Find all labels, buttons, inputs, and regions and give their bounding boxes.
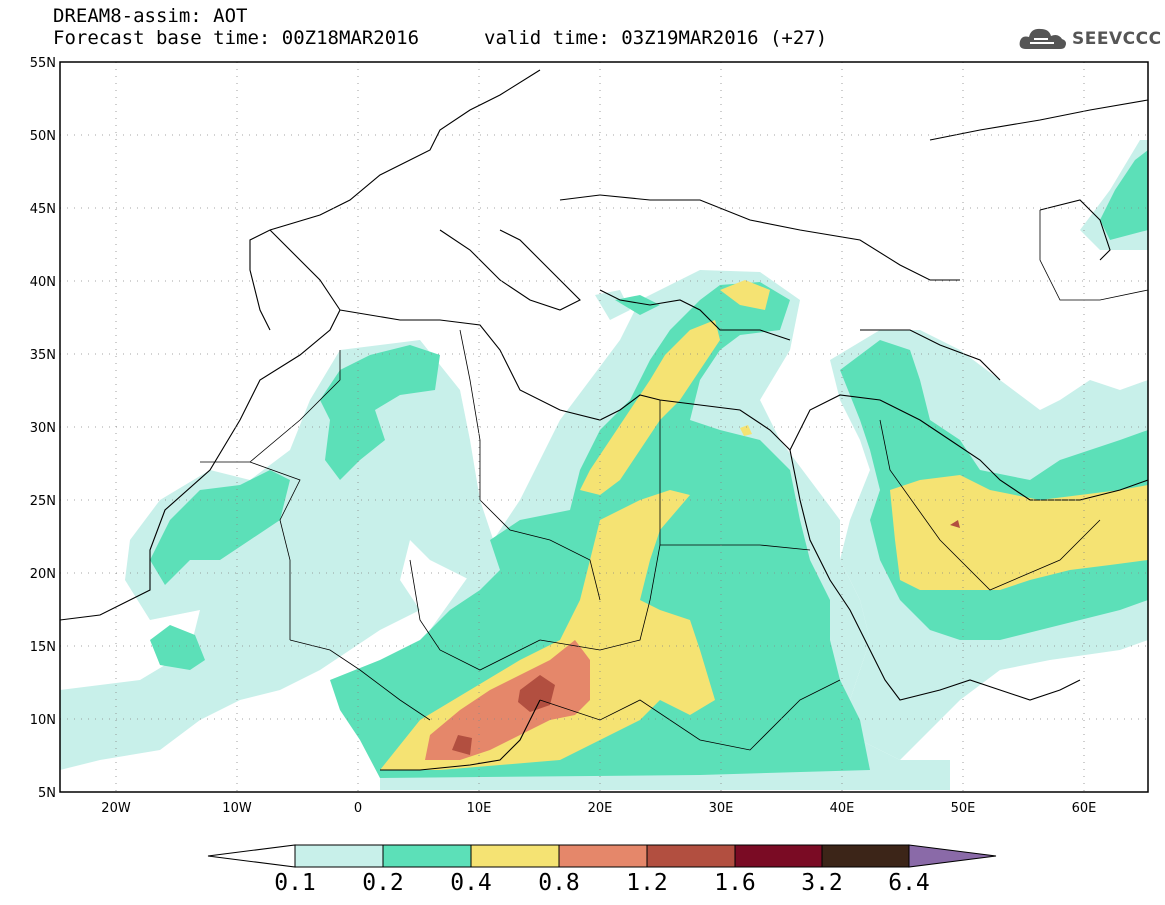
seevccc-logo: SEEVCCC <box>1018 24 1162 54</box>
colorbar-overflow <box>908 844 997 868</box>
colorbar-segment <box>470 844 560 868</box>
lon-label: 10W <box>222 801 252 816</box>
map-frame <box>59 61 1149 793</box>
lat-label: 45N <box>30 202 56 217</box>
colorbar-label: 6.4 <box>888 870 930 896</box>
coastlines <box>60 69 1148 771</box>
colorbar-label: 1.6 <box>714 870 756 896</box>
logo-text: SEEVCCC <box>1072 29 1162 49</box>
lat-label: 5N <box>38 786 56 801</box>
colorbar-label: 0.2 <box>362 870 404 896</box>
colorbar-label: 0.8 <box>538 870 580 896</box>
colorbar-label: 3.2 <box>801 870 843 896</box>
colorbar-segment <box>558 844 648 868</box>
colorbar-label: 0.4 <box>450 870 492 896</box>
lon-label: 20W <box>101 801 131 816</box>
lon-label: 50E <box>951 801 976 816</box>
forecast-base-time: Forecast base time: 00Z18MAR2016 <box>53 27 420 49</box>
lat-label: 15N <box>30 640 56 655</box>
colorbar-segment <box>382 844 472 868</box>
aot-band-0.4-0.8 <box>380 280 1148 770</box>
lon-label: 10E <box>467 801 492 816</box>
aot-band-0.8-1.2 <box>425 640 590 760</box>
lat-label: 35N <box>30 348 56 363</box>
lon-label: 40E <box>830 801 855 816</box>
lat-label: 55N <box>30 56 56 71</box>
aot-field <box>60 140 1148 790</box>
lon-label: 0 <box>354 801 362 816</box>
country-borders <box>200 210 1148 751</box>
cloud-icon <box>1019 28 1066 49</box>
lat-label: 20N <box>30 567 56 582</box>
lon-label: 20E <box>588 801 613 816</box>
lon-label: 30E <box>709 801 734 816</box>
colorbar <box>207 844 997 868</box>
lat-label: 25N <box>30 494 56 509</box>
lat-axis: 55N 50N 45N 40N 35N 30N 25N 20N 15N 10N … <box>30 56 56 801</box>
chart-title: DREAM8-assim: AOT <box>53 5 248 27</box>
lat-label: 10N <box>30 713 56 728</box>
lat-label: 30N <box>30 421 56 436</box>
lat-label: 40N <box>30 275 56 290</box>
colorbar-label: 0.1 <box>274 870 316 896</box>
colorbar-label: 1.2 <box>626 870 668 896</box>
lon-axis: 20W 10W 0 10E 20E 30E 40E 50E 60E <box>101 801 1096 816</box>
colorbar-segment <box>734 844 823 868</box>
colorbar-segment <box>646 844 736 868</box>
colorbar-underflow <box>207 844 296 868</box>
valid-time: valid time: 03Z19MAR2016 (+27) <box>484 27 828 49</box>
aot-band-1.2-1.6 <box>452 520 960 755</box>
lon-label: 60E <box>1072 801 1097 816</box>
grid-lines <box>60 62 1148 792</box>
lat-label: 50N <box>30 129 56 144</box>
colorbar-segment <box>294 844 384 868</box>
colorbar-segment <box>821 844 910 868</box>
